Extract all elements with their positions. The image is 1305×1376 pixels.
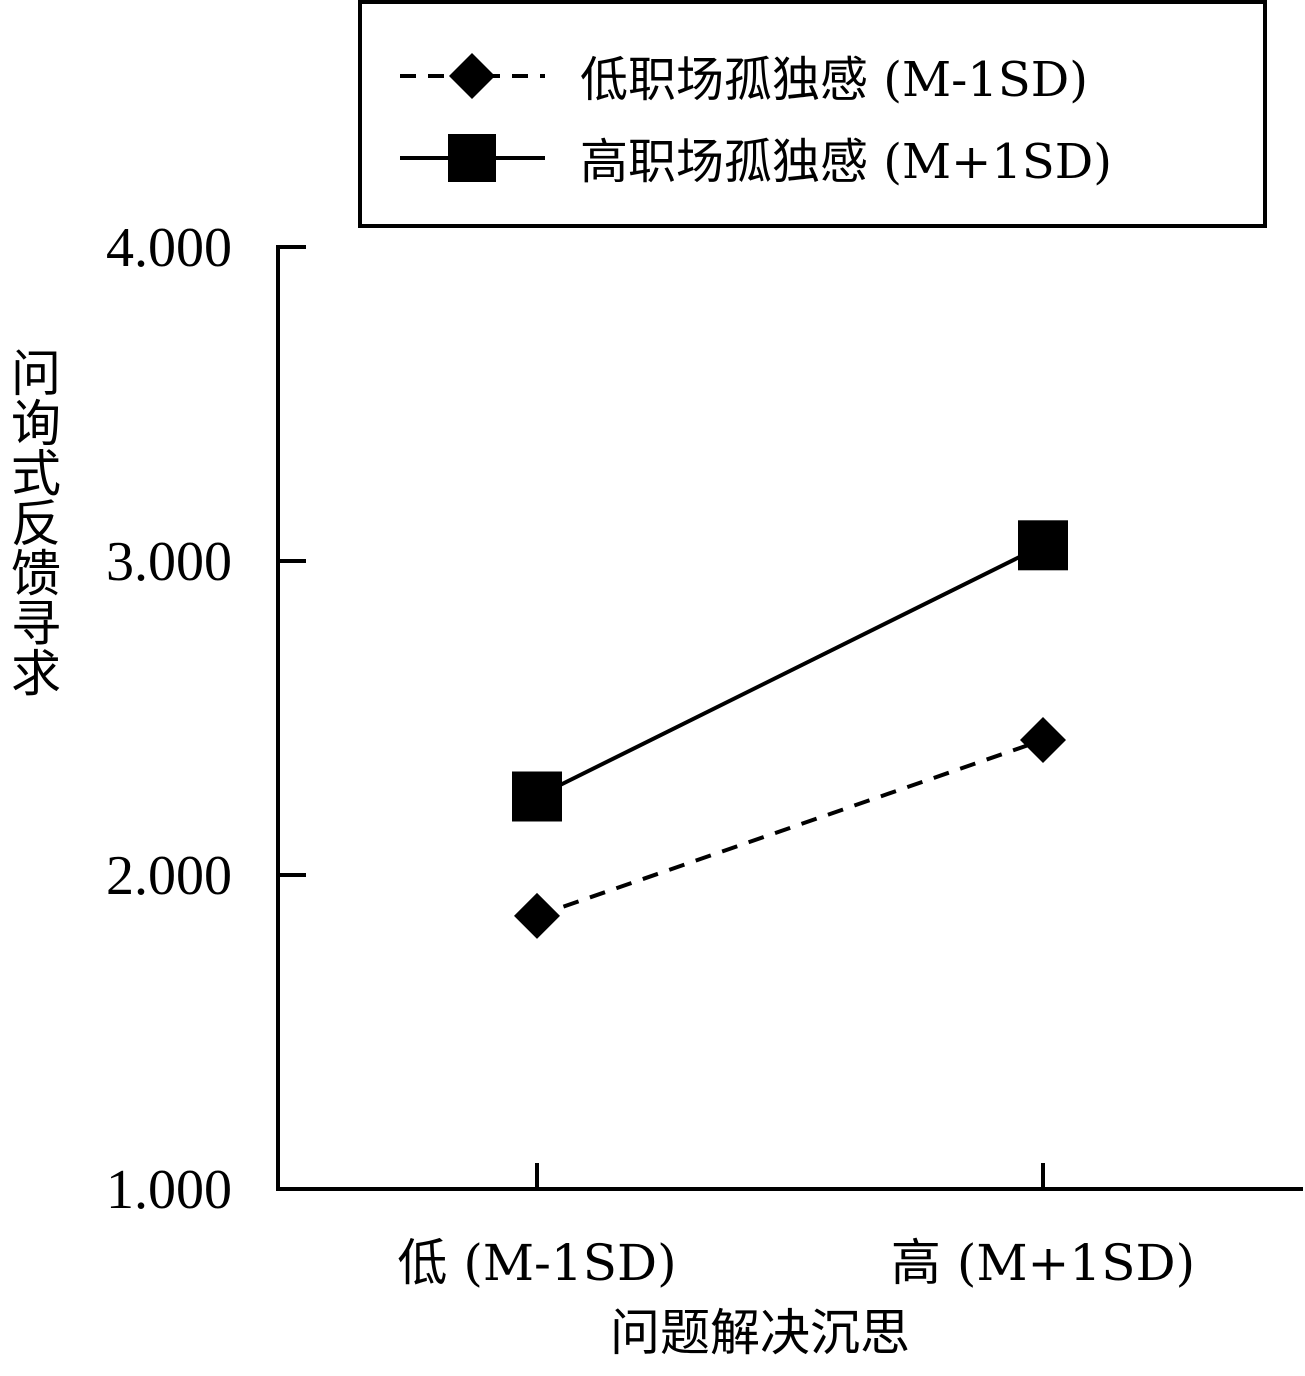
y-tick-label: 1.000 — [106, 1159, 232, 1221]
axes: 1.000 2.000 3.000 4.000 低 (M-1SD) 高 (M+1SD) — [106, 217, 1303, 1292]
series-high — [512, 520, 1068, 822]
y-tick-label: 4.000 — [106, 217, 232, 279]
data-point-square — [1018, 520, 1068, 571]
legend-label-low: 低职场孤独感 (M-1SD) — [580, 52, 1088, 108]
legend-marker-diamond — [449, 53, 495, 99]
series-line — [536, 543, 1044, 799]
data-point-diamond — [514, 892, 560, 939]
legend: 低职场孤独感 (M-1SD) 高职场孤独感 (M+1SD) — [358, 0, 1267, 228]
series-line — [536, 738, 1044, 918]
legend-marker-square — [448, 134, 496, 182]
x-tick-label: 低 (M-1SD) — [397, 1234, 676, 1292]
series-low — [514, 716, 1066, 939]
x-ticks: 低 (M-1SD) 高 (M+1SD) — [397, 1163, 1195, 1292]
x-tick-label: 高 (M+1SD) — [891, 1234, 1195, 1292]
x-axis-title: 问题解决沉思 — [610, 1304, 910, 1362]
legend-box — [358, 0, 1267, 228]
series-layer — [512, 520, 1068, 939]
y-ticks: 1.000 2.000 3.000 4.000 — [106, 217, 306, 1221]
legend-item-low: 低职场孤独感 (M-1SD) — [400, 52, 1088, 108]
data-point-diamond — [1020, 716, 1066, 763]
legend-label-high: 高职场孤独感 (M+1SD) — [580, 134, 1112, 190]
y-tick-label: 3.000 — [106, 531, 232, 593]
legend-item-high: 高职场孤独感 (M+1SD) — [400, 134, 1112, 190]
y-tick-label: 2.000 — [106, 845, 232, 907]
y-axis-title: 问询式反馈寻求 — [3, 347, 61, 697]
data-point-square — [512, 771, 562, 822]
